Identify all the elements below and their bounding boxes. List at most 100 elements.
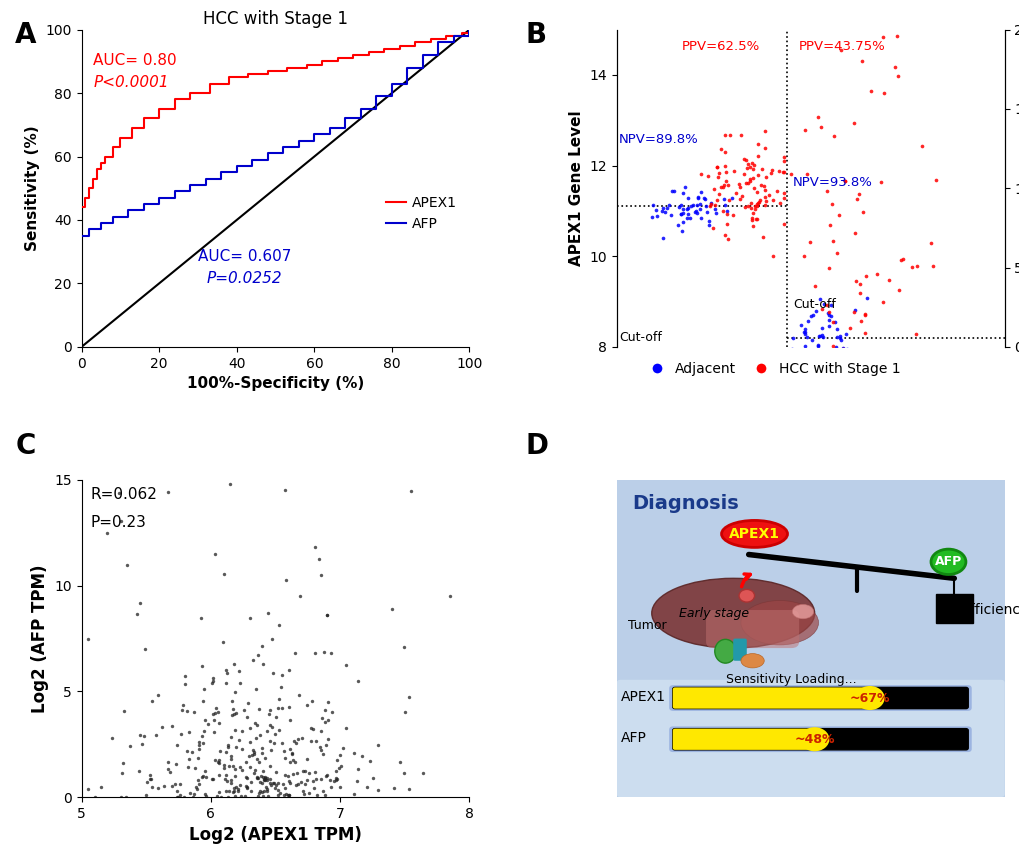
Point [852,364,868,377]
Point [345,787,362,801]
Point [810,347,826,360]
Point [290,688,307,701]
FancyBboxPatch shape [673,728,816,750]
Point [281,663,298,677]
Point [205,674,221,688]
Point [702,197,718,210]
Point [796,339,812,353]
Point [260,789,276,802]
Point [796,124,812,137]
Point [669,218,686,232]
Point [318,609,334,622]
Circle shape [799,728,828,751]
Point [271,618,287,632]
Point [256,773,272,786]
Point [207,706,223,719]
Point [717,204,734,218]
Point [266,776,282,789]
Point [260,707,276,721]
Point [326,774,342,788]
Point [682,199,698,213]
Point [812,120,828,134]
Point [238,781,255,795]
Point [687,204,703,218]
Point [846,344,862,358]
Point [872,176,889,189]
Point [736,167,752,181]
Point [806,392,822,405]
Point [224,702,240,716]
Point [280,774,297,788]
Point [686,205,702,219]
Point [259,773,275,786]
Point [764,249,781,263]
Circle shape [739,589,754,602]
Text: NPV=89.8%: NPV=89.8% [619,133,698,146]
Point [274,701,290,715]
Point [193,611,209,625]
Point [818,360,835,373]
Point [211,753,227,767]
Point [224,708,240,722]
Point [256,784,272,798]
Point [744,163,760,176]
Point [741,174,757,187]
Point [853,390,869,404]
Point [251,702,267,716]
Point [330,762,346,775]
Point [204,677,220,690]
Point [837,326,853,340]
Point [233,724,250,738]
Text: P<0.0001: P<0.0001 [93,75,169,90]
Point [258,781,274,795]
Point [813,351,829,365]
Point [297,765,313,778]
Point [210,785,226,799]
Point [281,756,298,769]
Point [232,789,249,803]
Point [299,752,315,766]
Point [233,763,250,777]
Point [217,768,233,782]
Point [892,254,908,267]
Point [914,623,930,637]
Point [820,314,837,327]
Point [168,739,184,752]
Point [824,511,841,525]
Point [181,787,198,801]
Point [211,756,227,770]
Point [383,603,399,616]
Point [222,730,238,744]
Point [762,163,779,176]
Point [238,780,255,794]
Point [762,166,779,180]
Point [853,315,869,328]
Point [770,165,787,178]
Point [232,778,249,792]
Point [207,753,223,767]
Text: AUC= 0.80: AUC= 0.80 [93,53,176,68]
Point [246,766,262,779]
Point [710,165,727,179]
Text: Efficiency: Efficiency [961,603,1019,617]
Point [648,209,664,223]
Point [726,165,742,178]
Point [236,703,253,717]
Point [867,668,883,682]
Point [222,477,238,491]
Text: APEX1: APEX1 [729,527,780,541]
Point [806,279,822,293]
Point [836,175,852,188]
Point [395,640,412,654]
Point [179,761,196,774]
Point [116,704,132,717]
Point [835,492,851,505]
Point [121,739,138,752]
Point [112,790,128,804]
Point [714,204,731,218]
Point [247,763,263,777]
Point [782,167,798,181]
Point [858,291,874,304]
Point [400,689,417,703]
Point [809,110,825,124]
